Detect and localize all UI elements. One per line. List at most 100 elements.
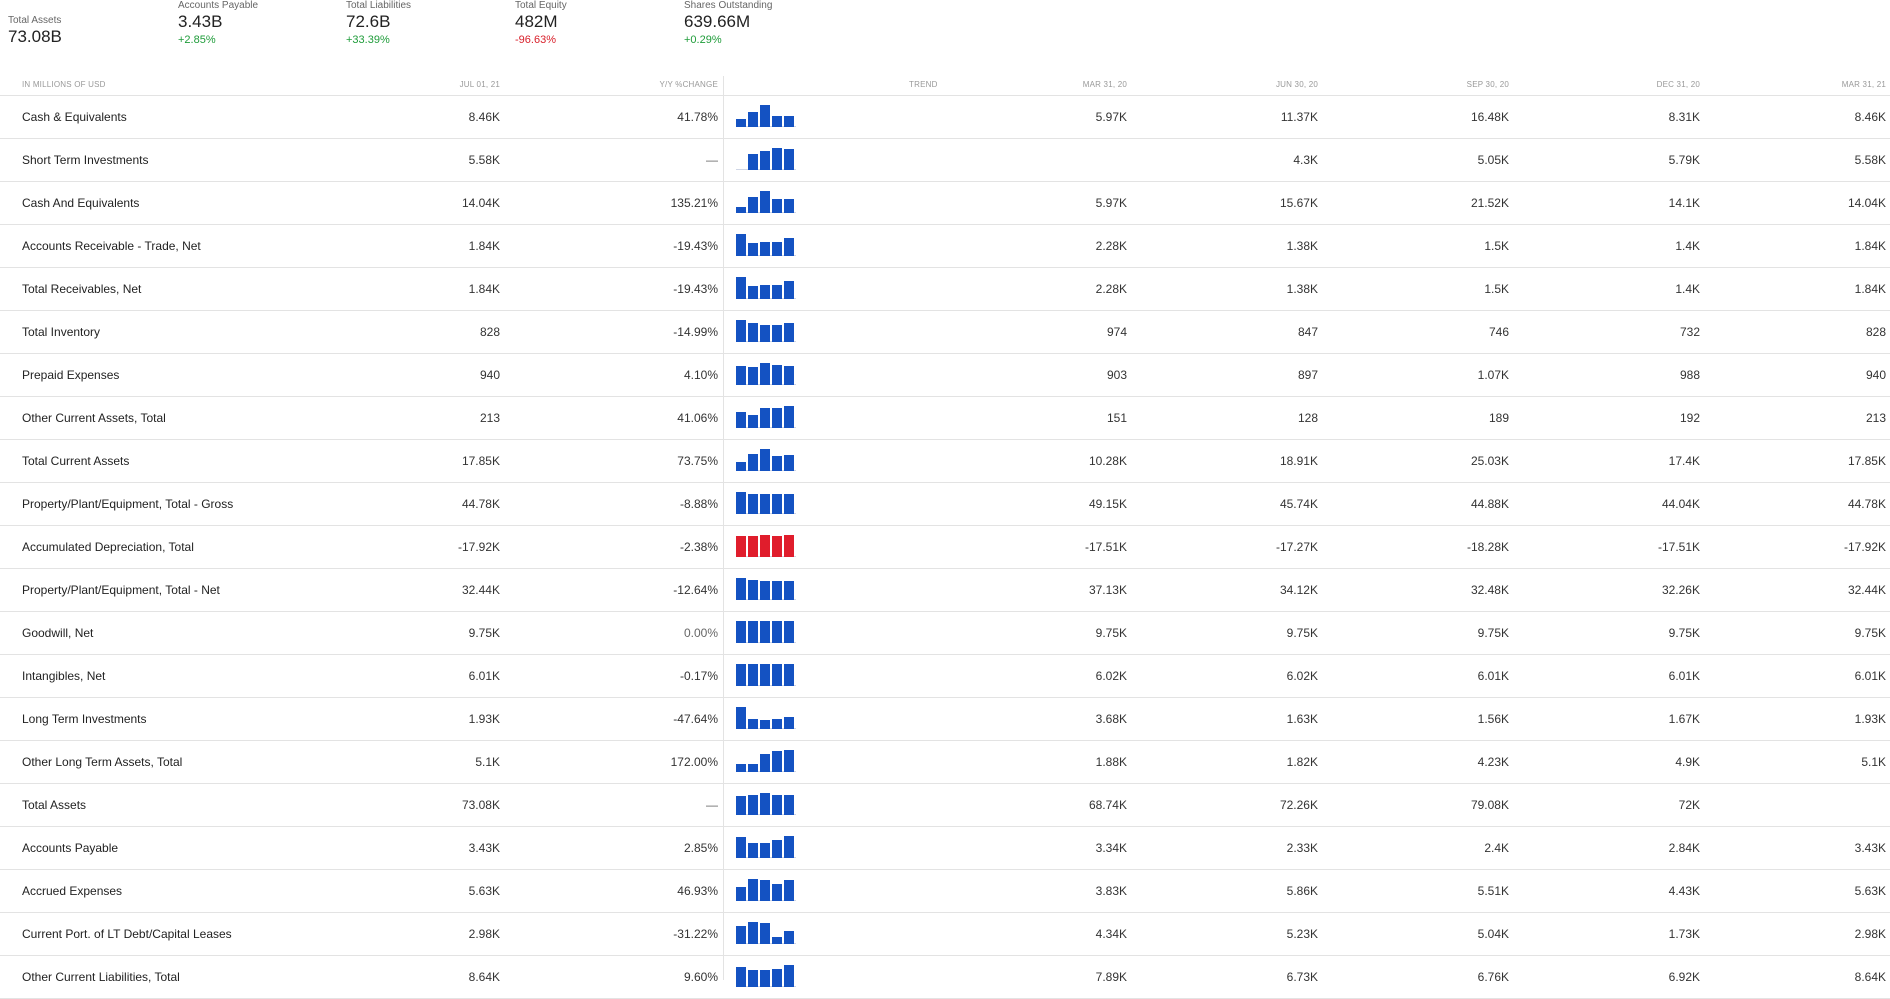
period-value: -17.51K xyxy=(1657,540,1700,554)
trend-bar xyxy=(736,967,746,987)
table-row[interactable]: Total Current Assets 17.85K 73.75% 10.28K 18… xyxy=(0,439,1890,483)
period-value: 10.28K xyxy=(1088,454,1127,468)
summary-metric: Total Liabilities 72.6B +33.39% xyxy=(346,0,411,47)
period-value: 5.04K xyxy=(1477,927,1509,941)
latest-value: 32.44K xyxy=(461,583,500,597)
trend-bar xyxy=(736,234,746,256)
period-value: 189 xyxy=(1488,411,1509,425)
latest-value: 2.98K xyxy=(468,927,500,941)
period-value: 8.46K xyxy=(1854,110,1886,124)
metric-label: Total Assets xyxy=(8,15,62,26)
period-value: 49.15K xyxy=(1088,497,1127,511)
yoy-change: -19.43% xyxy=(673,239,718,253)
row-label: Total Assets xyxy=(22,798,87,812)
period-value: 3.43K xyxy=(1854,841,1886,855)
table-row[interactable]: Total Assets 73.08K — 68.74K 72.26K 79.08K 72K xyxy=(0,783,1890,827)
table-row[interactable]: Cash & Equivalents 8.46K 41.78% 5.97K 11.37K… xyxy=(0,95,1890,139)
row-label: Goodwill, Net xyxy=(22,626,94,640)
period-value: 72K xyxy=(1678,798,1700,812)
trend-bar xyxy=(784,717,794,729)
yoy-change: 4.10% xyxy=(683,368,718,382)
trend-bar xyxy=(736,837,746,858)
metric-label: Accounts Payable xyxy=(178,0,259,11)
table-row[interactable]: Goodwill, Net 9.75K 0.00% 9.75K 9.75K 9.75K 9.… xyxy=(0,611,1890,655)
yoy-change: -12.64% xyxy=(673,583,718,597)
latest-value: 5.58K xyxy=(468,153,500,167)
trend-sparkline xyxy=(736,320,796,342)
trend-bar xyxy=(772,840,782,858)
period-value: 14.1K xyxy=(1668,196,1700,210)
trend-sparkline xyxy=(736,664,796,686)
period-value: 5.05K xyxy=(1477,153,1509,167)
period-value: 7.89K xyxy=(1095,970,1127,984)
period-value: 1.38K xyxy=(1286,282,1318,296)
yoy-change: — xyxy=(706,798,718,812)
period-value: 128 xyxy=(1297,411,1318,425)
period-value: 4.34K xyxy=(1095,927,1127,941)
yoy-change: 41.78% xyxy=(677,110,718,124)
table-row[interactable]: Property/Plant/Equipment, Total - Gross 4… xyxy=(0,482,1890,526)
period-value: 974 xyxy=(1106,325,1127,339)
trend-bar xyxy=(784,836,794,858)
period-header-0: MAR 31, 20 xyxy=(1082,80,1127,89)
trend-bar xyxy=(772,621,782,643)
period-value: 34.12K xyxy=(1279,583,1318,597)
period-value: 3.68K xyxy=(1095,712,1127,726)
trend-bar xyxy=(772,751,782,772)
table-row[interactable]: Accounts Payable 3.43K 2.85% 3.34K 2.33K 2.4K… xyxy=(0,826,1890,870)
yoy-change: -0.17% xyxy=(679,669,718,683)
latest-value: 8.46K xyxy=(468,110,500,124)
trend-bar xyxy=(772,285,782,299)
table-row[interactable]: Accrued Expenses 5.63K 46.93% 3.83K 5.86K 5.5… xyxy=(0,869,1890,913)
trend-bar xyxy=(772,199,782,213)
period-value: 1.5K xyxy=(1484,239,1509,253)
trend-sparkline xyxy=(736,363,796,385)
table-row[interactable]: Property/Plant/Equipment, Total - Net 32.… xyxy=(0,568,1890,612)
latest-value: 5.63K xyxy=(468,884,500,898)
row-label: Intangibles, Net xyxy=(22,669,106,683)
yoy-change: 46.93% xyxy=(677,884,718,898)
trend-bar xyxy=(736,462,746,471)
period-value: 1.82K xyxy=(1286,755,1318,769)
table-row[interactable]: Accumulated Depreciation, Total -17.92K -2… xyxy=(0,525,1890,569)
table-row[interactable]: Other Current Liabilities, Total 8.64K 9.6… xyxy=(0,955,1890,999)
period-value: 5.51K xyxy=(1477,884,1509,898)
row-label: Other Long Term Assets, Total xyxy=(22,755,183,769)
trend-sparkline xyxy=(736,836,796,858)
yoy-change: -8.88% xyxy=(679,497,718,511)
row-label: Accounts Payable xyxy=(22,841,119,855)
table-row[interactable]: Prepaid Expenses 940 4.10% 903 897 1.07K 988 94… xyxy=(0,353,1890,397)
period-value: 16.48K xyxy=(1470,110,1509,124)
table-row[interactable]: Total Receivables, Net 1.84K -19.43% 2.28K 1… xyxy=(0,267,1890,311)
row-label: Other Current Assets, Total xyxy=(22,411,166,425)
trend-bar xyxy=(748,243,758,256)
trend-sparkline xyxy=(736,750,796,772)
period-value: 192 xyxy=(1679,411,1700,425)
table-row[interactable]: Cash And Equivalents 14.04K 135.21% 5.97K 15… xyxy=(0,181,1890,225)
trend-bar xyxy=(772,456,782,471)
trend-bar xyxy=(736,621,746,643)
trend-bar xyxy=(784,931,794,944)
table-row[interactable]: Other Long Term Assets, Total 5.1K 172.00%… xyxy=(0,740,1890,784)
table-row[interactable]: Accounts Receivable - Trade, Net 1.84K -19… xyxy=(0,224,1890,268)
trend-sparkline xyxy=(736,879,796,901)
metric-label: Total Liabilities xyxy=(346,0,412,11)
table-row[interactable]: Total Inventory 828 -14.99% 974 847 746 732 828 xyxy=(0,310,1890,354)
period-value: 1.84K xyxy=(1854,239,1886,253)
period-value: 4.9K xyxy=(1675,755,1700,769)
table-row[interactable]: Long Term Investments 1.93K -47.64% 3.68K 1.… xyxy=(0,697,1890,741)
trend-bar xyxy=(736,578,746,600)
table-row[interactable]: Current Port. of LT Debt/Capital Leases 2… xyxy=(0,912,1890,956)
table-row[interactable]: Other Current Assets, Total 213 41.06% 151 1… xyxy=(0,396,1890,440)
period-value: 2.84K xyxy=(1668,841,1700,855)
table-row[interactable]: Short Term Investments 5.58K — 4.3K 5.05K 5.7… xyxy=(0,138,1890,182)
latest-value: -17.92K xyxy=(457,540,500,554)
table-row[interactable]: Intangibles, Net 6.01K -0.17% 6.02K 6.02K 6.0… xyxy=(0,654,1890,698)
yoy-change: -31.22% xyxy=(673,927,718,941)
period-value: 8.64K xyxy=(1854,970,1886,984)
period-value: 1.5K xyxy=(1484,282,1509,296)
period-value: 4.43K xyxy=(1668,884,1700,898)
trend-sparkline xyxy=(736,277,796,299)
period-value: 9.75K xyxy=(1477,626,1509,640)
trend-bar xyxy=(736,412,746,428)
